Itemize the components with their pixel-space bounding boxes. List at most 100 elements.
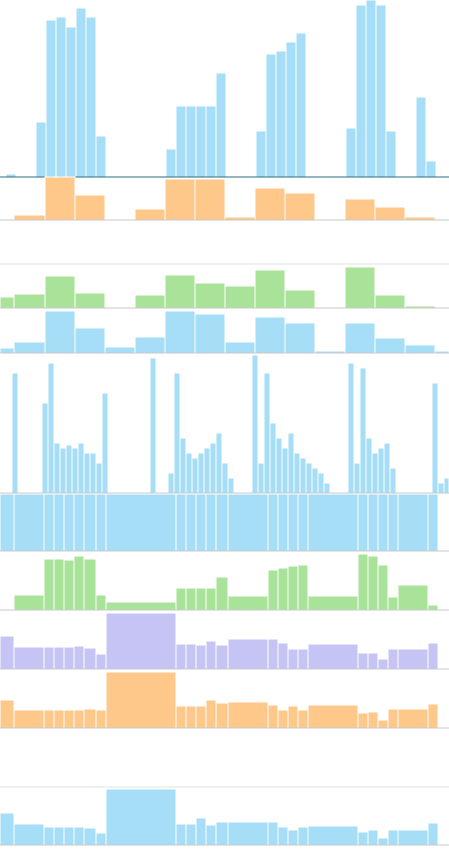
bar: [221, 462, 229, 494]
bar: [83, 452, 91, 494]
bar: [11, 372, 19, 494]
bar: [175, 493, 187, 552]
bar: [284, 192, 316, 221]
bar: [205, 105, 217, 178]
bar: [95, 653, 107, 670]
bar: [287, 648, 299, 670]
bar: [374, 206, 406, 221]
bar: [265, 53, 277, 178]
bar: [427, 604, 439, 611]
bar: [53, 709, 65, 729]
bar: [95, 709, 107, 729]
bar: [377, 447, 385, 494]
bar: [287, 565, 299, 611]
bar: [43, 493, 55, 552]
bar: [77, 442, 85, 494]
bar: [275, 50, 287, 178]
bar: [269, 422, 277, 494]
bar: [345, 127, 357, 178]
bar: [165, 148, 177, 178]
bar: [195, 817, 207, 846]
bar: [83, 708, 97, 729]
bar: [134, 294, 166, 309]
bar: [297, 564, 309, 611]
bar: [295, 32, 307, 178]
bar: [385, 130, 397, 178]
bar: [374, 337, 406, 354]
bar: [397, 584, 429, 611]
bar: [13, 823, 45, 846]
bar: [277, 826, 289, 846]
bar: [43, 558, 55, 611]
bar: [185, 823, 197, 846]
bar: [83, 647, 97, 670]
bar: [277, 567, 289, 611]
bar: [367, 652, 379, 670]
bar: [387, 708, 399, 729]
bar: [317, 472, 325, 494]
bar: [65, 26, 77, 178]
bar: [73, 645, 85, 670]
bar: [197, 452, 205, 494]
bar: [164, 178, 196, 221]
bar: [0, 493, 15, 552]
bar: [397, 708, 429, 729]
bar: [347, 362, 355, 494]
bar: [194, 313, 226, 354]
bar: [367, 555, 379, 611]
bar: [44, 275, 76, 309]
bar: [185, 587, 197, 611]
bar: [73, 709, 85, 729]
bar: [13, 646, 45, 670]
bar: [224, 341, 256, 354]
bar: [13, 594, 45, 611]
bar: [215, 644, 229, 670]
bar: [63, 709, 75, 729]
bar: [85, 16, 97, 178]
bar: [209, 442, 217, 494]
bar: [53, 558, 65, 611]
bar: [357, 712, 369, 729]
bar: [297, 709, 309, 729]
bar: [101, 392, 109, 494]
bar: [194, 282, 226, 309]
bar: [73, 555, 85, 611]
bar: [203, 447, 211, 494]
bar: [175, 105, 187, 178]
bar: [0, 635, 15, 670]
bar: [195, 705, 207, 729]
bar: [105, 671, 177, 729]
bar: [83, 558, 97, 611]
bar: [307, 704, 359, 729]
bar: [95, 135, 107, 178]
bar: [255, 130, 267, 178]
bar: [83, 827, 97, 846]
bar: [134, 336, 166, 354]
bar: [0, 347, 15, 354]
bar: [307, 825, 359, 846]
bar: [215, 702, 229, 729]
bar: [75, 7, 87, 178]
bar: [287, 493, 299, 552]
bar: [427, 822, 439, 846]
bar: [227, 477, 235, 494]
bar: [83, 493, 97, 552]
bar: [185, 452, 193, 494]
bar: [53, 493, 65, 552]
bar: [397, 829, 429, 846]
bar: [387, 493, 399, 552]
bar: [13, 214, 46, 221]
bar: [71, 447, 79, 494]
bar: [357, 831, 369, 846]
bar: [0, 812, 15, 846]
bar: [149, 357, 157, 494]
bar: [45, 19, 57, 178]
bar: [205, 640, 217, 670]
bar: [53, 442, 61, 494]
bar: [191, 457, 199, 494]
bar: [307, 493, 359, 552]
bar: [427, 642, 439, 670]
bar: [389, 467, 397, 494]
bar: [41, 402, 49, 494]
bar: [205, 824, 217, 846]
